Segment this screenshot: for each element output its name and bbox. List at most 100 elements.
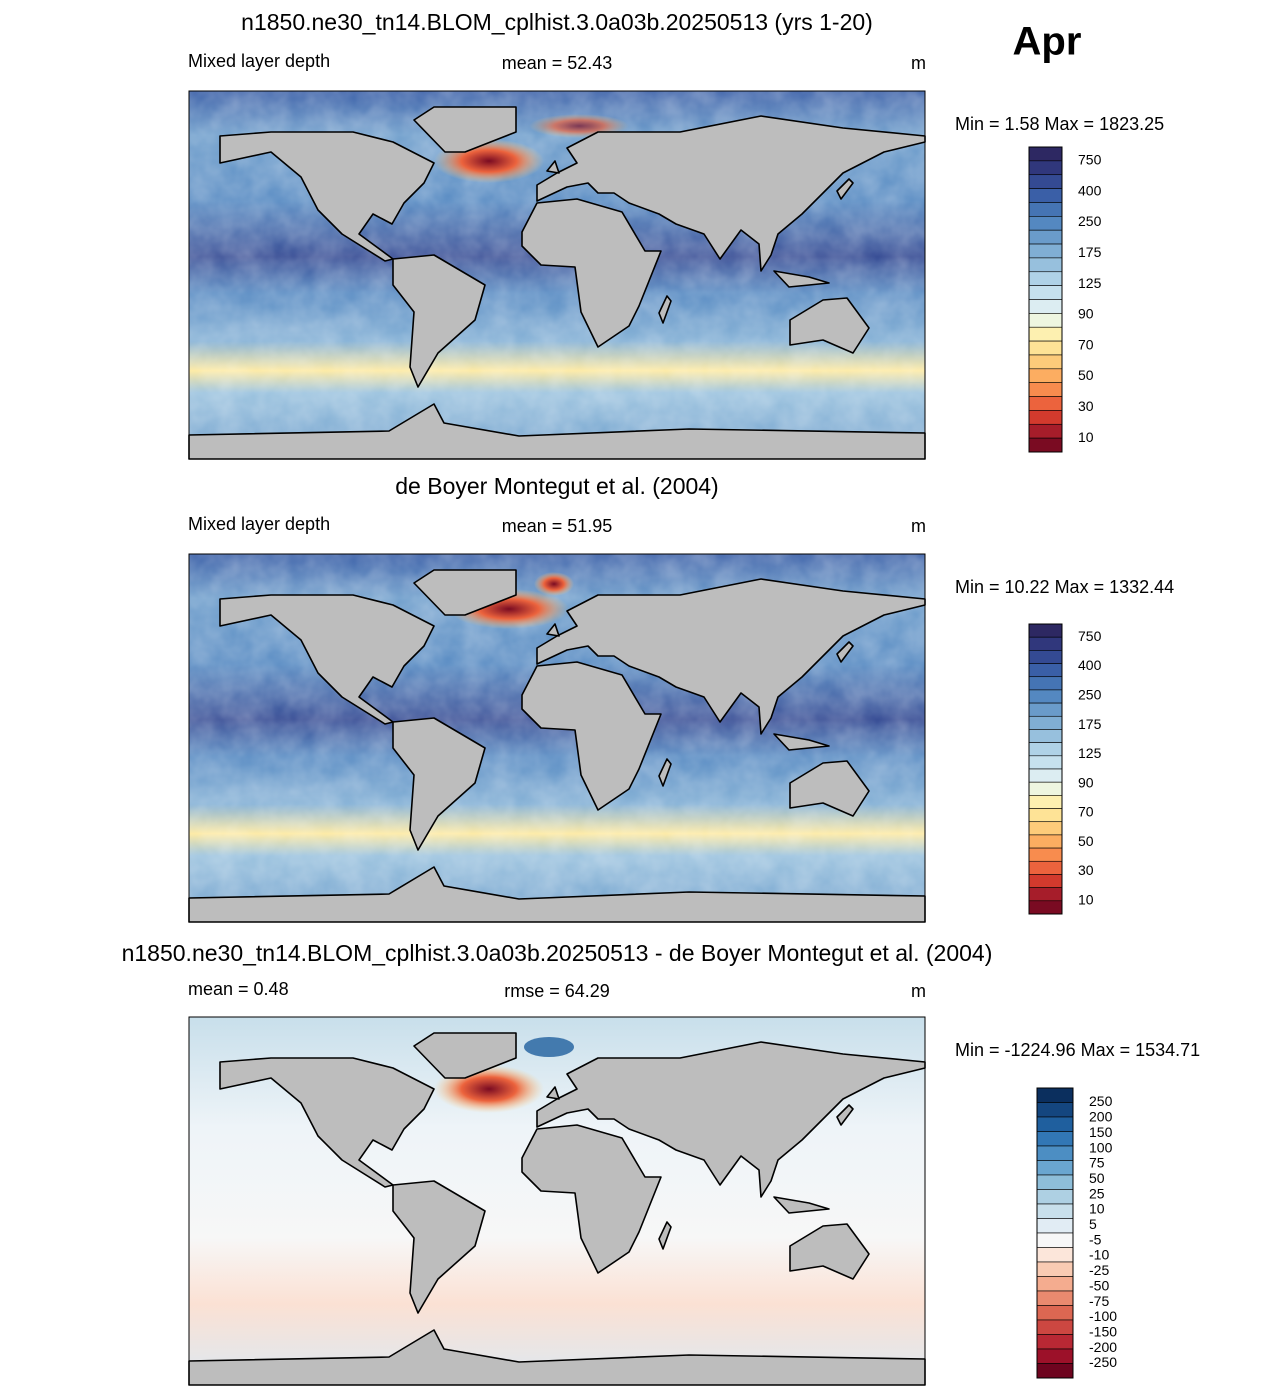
left-label: Mixed layer depth — [188, 51, 330, 71]
colorbar-label: -250 — [1089, 1354, 1117, 1370]
colorbar-box — [1028, 410, 1063, 425]
colorbar-box — [1028, 368, 1063, 383]
colorbar-label: -75 — [1089, 1293, 1109, 1309]
colorbar-box — [1036, 1131, 1074, 1147]
month-label: Apr — [1013, 20, 1082, 64]
colorbar-box — [1036, 1102, 1074, 1118]
colorbar-label: 125 — [1078, 275, 1102, 291]
map-frame — [188, 1016, 926, 1386]
colorbar-label: -10 — [1089, 1247, 1109, 1263]
colorbar-box — [1036, 1305, 1074, 1321]
colorbar-label: 400 — [1078, 182, 1102, 198]
colorbar-box — [1028, 781, 1063, 796]
colorbar-label: 125 — [1078, 745, 1102, 761]
colorbar-box — [1028, 808, 1063, 823]
colorbar-box — [1028, 663, 1063, 678]
minmax-label: Min = -1224.96 Max = 1534.71 — [955, 1040, 1200, 1060]
colorbar-box — [1028, 755, 1063, 770]
colorbar-box — [1036, 1261, 1074, 1277]
colorbar-box — [1028, 271, 1063, 286]
colorbar-box — [1028, 623, 1063, 638]
colorbar-box — [1028, 146, 1063, 162]
colorbar-label: 70 — [1078, 336, 1094, 352]
colorbar-box — [1028, 285, 1063, 300]
colorbar-label: 200 — [1089, 1109, 1113, 1125]
colorbar-box — [1028, 313, 1063, 328]
colorbar-box — [1028, 160, 1063, 176]
colorbar-label: 400 — [1078, 657, 1102, 673]
colorbar-box — [1028, 900, 1063, 915]
colorbar-label: 750 — [1078, 152, 1102, 168]
colorbar-box — [1028, 326, 1063, 342]
colorbar-label: 750 — [1078, 628, 1102, 644]
colorbar-label: -50 — [1089, 1277, 1109, 1293]
colorbar-label: -5 — [1089, 1231, 1102, 1247]
colorbar-box — [1028, 243, 1063, 259]
map-frame — [188, 553, 926, 923]
colorbar-box — [1036, 1247, 1074, 1263]
colorbar-label: -150 — [1089, 1323, 1117, 1339]
colorbar-box — [1028, 887, 1063, 902]
map — [188, 90, 926, 460]
colorbar-box — [1028, 676, 1063, 691]
panel-title: de Boyer Montegut et al. (2004) — [395, 473, 718, 499]
colorbar-label: 30 — [1078, 398, 1094, 414]
colorbar-box — [1028, 729, 1063, 743]
map — [188, 1016, 926, 1386]
colorbar-label: 70 — [1078, 804, 1094, 820]
center-label: rmse = 64.29 — [504, 981, 610, 1001]
colorbar-box — [1028, 354, 1063, 370]
colorbar-box — [1028, 650, 1063, 664]
colorbar-box — [1028, 795, 1063, 809]
colorbar-box — [1028, 382, 1063, 397]
center-label: mean = 52.43 — [502, 53, 613, 73]
colorbar-label: 90 — [1078, 306, 1094, 322]
colorbar-box — [1028, 847, 1063, 862]
colorbar-box — [1036, 1145, 1074, 1161]
colorbar-box — [1028, 742, 1063, 757]
colorbar-box — [1028, 188, 1063, 203]
colorbar-frame — [1036, 1087, 1074, 1379]
colorbar-box — [1028, 689, 1063, 704]
colorbar-box — [1028, 216, 1063, 231]
colorbar-label: 150 — [1089, 1124, 1113, 1140]
colorbar-box — [1028, 636, 1063, 651]
colorbar-box — [1036, 1218, 1074, 1234]
colorbar-box — [1036, 1160, 1074, 1176]
colorbar-box — [1028, 396, 1063, 411]
colorbar-box — [1036, 1363, 1074, 1379]
colorbar-label: 50 — [1078, 367, 1094, 383]
colorbar-label: 5 — [1089, 1216, 1097, 1232]
colorbar-box — [1028, 299, 1063, 314]
colorbar-box — [1028, 202, 1063, 217]
colorbar-box — [1028, 821, 1063, 836]
colorbar-box — [1028, 229, 1063, 245]
colorbar-label: 50 — [1089, 1170, 1105, 1186]
colorbar-box — [1028, 340, 1063, 356]
colorbar-box — [1028, 174, 1063, 189]
colorbar-box — [1036, 1348, 1074, 1364]
colorbar-label: 90 — [1078, 774, 1094, 790]
units-label: m — [911, 981, 926, 1001]
colorbar-label: 10 — [1078, 892, 1094, 908]
colorbar-label: -25 — [1089, 1262, 1109, 1278]
colorbar-box — [1028, 768, 1063, 783]
colorbar-label: 250 — [1089, 1093, 1113, 1109]
colorbar-box — [1036, 1174, 1074, 1190]
colorbar-label: 50 — [1078, 833, 1094, 849]
left-label: mean = 0.48 — [188, 979, 289, 999]
panel-title: n1850.ne30_tn14.BLOM_cplhist.3.0a03b.202… — [122, 940, 993, 966]
colorbar-box — [1036, 1116, 1074, 1132]
colorbar-box — [1036, 1203, 1074, 1219]
minmax-label: Min = 1.58 Max = 1823.25 — [955, 114, 1164, 134]
colorbar-box — [1028, 437, 1063, 453]
colorbar-box — [1036, 1276, 1074, 1292]
colorbar-label: 250 — [1078, 686, 1102, 702]
colorbar-label: 175 — [1078, 716, 1102, 732]
colorbar-label: 25 — [1089, 1185, 1105, 1201]
units-label: m — [911, 53, 926, 73]
colorbar-label: 10 — [1078, 429, 1094, 445]
hotspot — [534, 572, 574, 596]
map-frame — [188, 90, 926, 460]
